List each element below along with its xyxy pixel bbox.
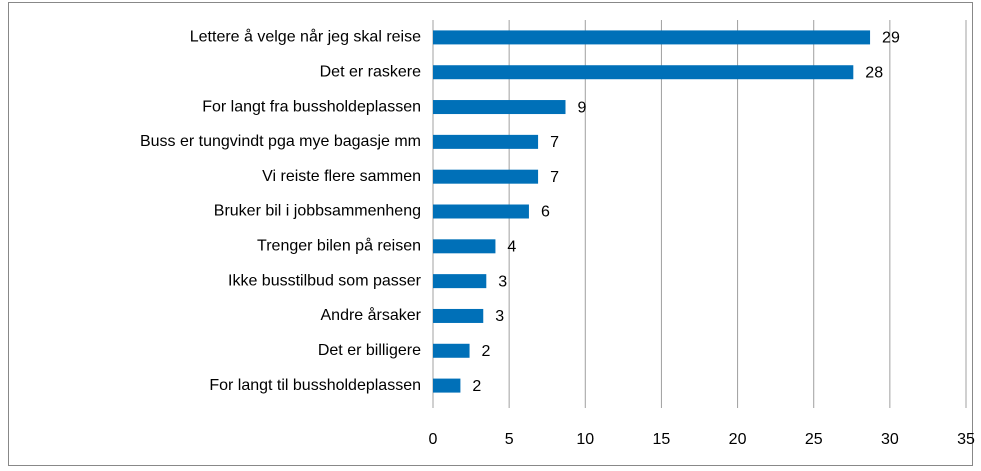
x-tick-label: 10 — [576, 431, 594, 448]
x-tick-label: 35 — [957, 431, 975, 448]
y-tick-label: Trenger bilen på reisen — [257, 237, 421, 255]
bar — [433, 378, 461, 393]
value-label: 29 — [882, 30, 900, 47]
value-label: 3 — [498, 273, 507, 290]
x-tick-label: 0 — [429, 431, 438, 448]
bar — [433, 169, 539, 184]
y-tick-label: Vi reiste flere sammen — [262, 168, 421, 185]
x-tick-label: 30 — [881, 431, 899, 448]
y-tick-label: For langt til bussholdeplassen — [209, 377, 421, 394]
x-tick-label: 15 — [653, 431, 671, 448]
x-tick-label: 5 — [505, 431, 514, 448]
bar — [433, 204, 529, 219]
x-tick-label: 25 — [805, 431, 823, 448]
y-tick-label: Andre årsaker — [321, 306, 422, 324]
y-tick-label: Det er raskere — [320, 63, 421, 80]
y-tick-label: Bruker bil i jobbsammenheng — [214, 203, 421, 220]
bar — [433, 30, 871, 45]
bar — [433, 100, 566, 115]
bar — [433, 239, 496, 254]
bar — [433, 274, 487, 289]
y-tick-label: Ikke busstilbud som passer — [228, 272, 422, 289]
y-tick-label: Buss er tungvindt pga mye bagasje mm — [140, 133, 421, 150]
y-tick-label: Det er billigere — [318, 342, 421, 359]
value-label: 7 — [550, 169, 559, 186]
value-label: 9 — [577, 99, 586, 116]
y-tick-label: For langt fra bussholdeplassen — [202, 98, 421, 115]
value-label: 2 — [472, 378, 481, 395]
bar — [433, 308, 484, 323]
bar — [433, 134, 539, 149]
y-tick-label: Lettere å velge når jeg skal reise — [190, 28, 421, 46]
bar — [433, 343, 470, 358]
value-label: 3 — [495, 308, 504, 325]
bar — [433, 65, 854, 80]
x-tick-label: 20 — [729, 431, 747, 448]
value-label: 6 — [541, 204, 550, 221]
value-label: 2 — [482, 343, 491, 360]
value-label: 7 — [550, 134, 559, 151]
value-label: 4 — [507, 239, 516, 256]
chart-border — [8, 2, 973, 466]
value-label: 28 — [865, 64, 883, 81]
